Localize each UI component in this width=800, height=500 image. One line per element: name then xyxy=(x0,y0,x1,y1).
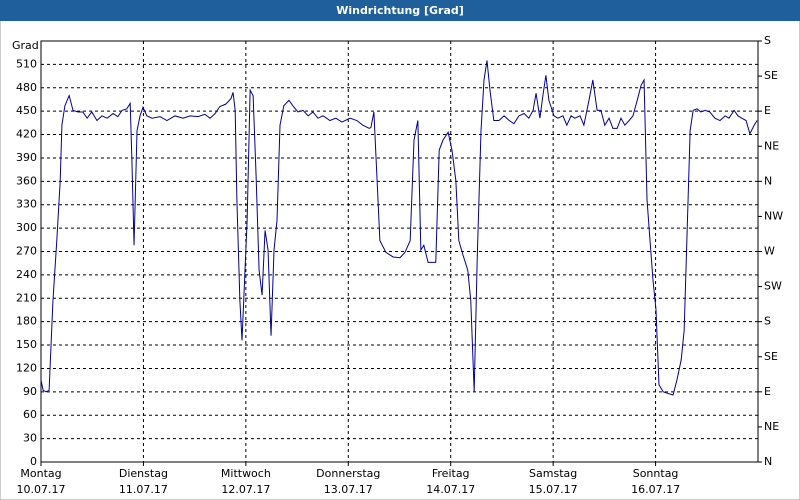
x-tick-date: 11.07.17 xyxy=(119,483,168,496)
x-tick-date: 16.07.17 xyxy=(631,483,680,496)
x-tick-label: Donnerstag xyxy=(316,467,380,480)
y-tick-label: 180 xyxy=(16,315,37,328)
y2-tick-label: E xyxy=(764,104,771,117)
y2-tick-label: SE xyxy=(764,69,778,82)
plot-border xyxy=(40,40,759,463)
y-tick-label: 300 xyxy=(16,221,37,234)
y-tick-label: 420 xyxy=(16,128,37,141)
x-tick-date: 13.07.17 xyxy=(324,483,373,496)
x-tick-label: Sonntag xyxy=(633,467,679,480)
y-tick-label: 480 xyxy=(16,81,37,94)
y2-tick-label: NE xyxy=(764,139,779,152)
y2-tick-label: E xyxy=(764,385,771,398)
x-tick-date: 15.07.17 xyxy=(529,483,578,496)
x-tick-label: Montag xyxy=(20,467,61,480)
y-tick-label: 510 xyxy=(16,57,37,70)
x-tick-label: Mittwoch xyxy=(221,467,271,480)
x-tick-date: 12.07.17 xyxy=(221,483,270,496)
y-tick-label: 240 xyxy=(16,268,37,281)
y-tick-label: 270 xyxy=(16,245,37,258)
y-axis-label: Grad xyxy=(12,39,39,52)
y-tick-label: 0 xyxy=(30,455,37,468)
y-tick-label: 150 xyxy=(16,338,37,351)
chart-title: Windrichtung [Grad] xyxy=(336,4,464,17)
y-tick-label: 30 xyxy=(23,432,37,445)
title-bar xyxy=(0,0,800,21)
y-tick-label: 360 xyxy=(16,174,37,187)
x-tick-label: Freitag xyxy=(432,467,470,480)
y-tick-label: 390 xyxy=(16,151,37,164)
y-tick-label: 450 xyxy=(16,104,37,117)
y2-tick-label: SW xyxy=(764,280,782,293)
y-tick-label: 60 xyxy=(23,408,37,421)
y2-tick-label: NE xyxy=(764,420,779,433)
y2-tick-label: S xyxy=(764,315,771,328)
x-tick-label: Dienstag xyxy=(119,467,168,480)
x-tick-date: 10.07.17 xyxy=(17,483,66,496)
x-tick-label: Samstag xyxy=(529,467,577,480)
x-tick-date: 14.07.17 xyxy=(426,483,475,496)
y2-tick-label: N xyxy=(764,174,772,187)
y2-tick-label: NW xyxy=(764,209,783,222)
y-tick-label: 210 xyxy=(16,291,37,304)
y2-tick-label: W xyxy=(764,245,775,258)
y-tick-label: 90 xyxy=(23,385,37,398)
y-tick-label: 120 xyxy=(16,361,37,374)
y2-tick-label: S xyxy=(764,34,771,47)
y2-tick-label: N xyxy=(764,455,772,468)
y2-tick-label: SE xyxy=(764,350,778,363)
y-tick-label: 330 xyxy=(16,198,37,211)
line xyxy=(40,60,758,396)
